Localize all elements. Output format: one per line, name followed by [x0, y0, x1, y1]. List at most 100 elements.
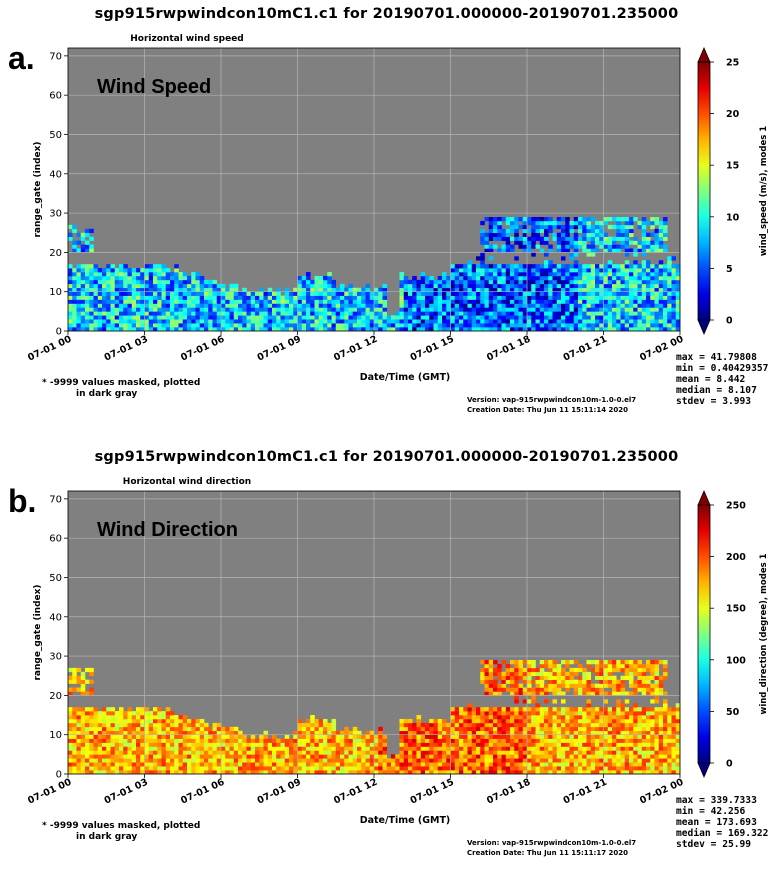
- heatmap-cell: [633, 241, 638, 245]
- heatmap-cell: [429, 300, 434, 304]
- heatmap-cell: [544, 233, 549, 237]
- heatmap-cell: [170, 292, 175, 296]
- heatmap-cell: [565, 707, 570, 711]
- heatmap-cell: [638, 715, 643, 719]
- heatmap-cell: [493, 688, 498, 692]
- heatmap-cell: [519, 684, 524, 688]
- heatmap-cell: [625, 292, 630, 296]
- heatmap-cell: [455, 280, 460, 284]
- heatmap-cell: [404, 292, 409, 296]
- heatmap-cell: [332, 766, 337, 770]
- heatmap-cell: [306, 719, 311, 723]
- heatmap-cell: [587, 680, 592, 684]
- heatmap-cell: [655, 217, 660, 221]
- heatmap-cell: [646, 762, 651, 766]
- heatmap-cell: [604, 315, 609, 319]
- heatmap-cell: [591, 241, 596, 245]
- heatmap-cell: [366, 323, 371, 327]
- heatmap-cell: [519, 319, 524, 323]
- heatmap-cell: [268, 766, 273, 770]
- heatmap-cell: [115, 746, 120, 750]
- heatmap-cell: [157, 743, 162, 747]
- heatmap-cell: [591, 750, 596, 754]
- heatmap-cell: [306, 727, 311, 731]
- heatmap-cell: [514, 743, 519, 747]
- heatmap-cell: [204, 307, 209, 311]
- heatmap-cell: [544, 676, 549, 680]
- heatmap-cell: [285, 758, 290, 762]
- heatmap-cell: [251, 762, 256, 766]
- heatmap-cell: [302, 766, 307, 770]
- heatmap-cell: [102, 276, 107, 280]
- heatmap-cell: [608, 735, 613, 739]
- heatmap-cell: [633, 311, 638, 315]
- heatmap-cell: [166, 292, 171, 296]
- heatmap-cell: [72, 323, 77, 327]
- heatmap-cell: [557, 758, 562, 762]
- heatmap-cell: [174, 311, 179, 315]
- heatmap-cell: [625, 221, 630, 225]
- heatmap-cell: [672, 296, 677, 300]
- heatmap-cell: [94, 296, 99, 300]
- heatmap-cell: [540, 300, 545, 304]
- heatmap-cell: [179, 292, 184, 296]
- heatmap-cell: [204, 750, 209, 754]
- heatmap-cell: [502, 217, 507, 221]
- heatmap-cell: [493, 217, 498, 221]
- heatmap-cell: [548, 229, 553, 233]
- heatmap-cell: [646, 735, 651, 739]
- heatmap-cell: [153, 284, 158, 288]
- heatmap-cell: [298, 739, 303, 743]
- heatmap-cell: [672, 303, 677, 307]
- heatmap-cell: [485, 292, 490, 296]
- heatmap-cell: [174, 727, 179, 731]
- heatmap-cell: [625, 315, 630, 319]
- y-tick-label: 20: [49, 248, 62, 259]
- heatmap-cell: [502, 672, 507, 676]
- heatmap-cell: [174, 315, 179, 319]
- heatmap-cell: [208, 758, 213, 762]
- heatmap-cell: [650, 758, 655, 762]
- heatmap-cell: [85, 245, 90, 249]
- heatmap-cell: [608, 750, 613, 754]
- heatmap-cell: [472, 750, 477, 754]
- heatmap-cell: [514, 241, 519, 245]
- heatmap-cell: [421, 735, 426, 739]
- heatmap-cell: [183, 280, 188, 284]
- heatmap-cell: [519, 276, 524, 280]
- heatmap-cell: [332, 307, 337, 311]
- heatmap-cell: [132, 292, 137, 296]
- heatmap-cell: [438, 762, 443, 766]
- heatmap-cell: [68, 707, 73, 711]
- heatmap-cell: [485, 676, 490, 680]
- heatmap-cell: [655, 311, 660, 315]
- heatmap-cell: [519, 715, 524, 719]
- heatmap-cell: [574, 268, 579, 272]
- heatmap-cell: [578, 268, 583, 272]
- heatmap-cell: [663, 311, 668, 315]
- heatmap-cell: [531, 762, 536, 766]
- heatmap-cell: [578, 711, 583, 715]
- heatmap-cell: [429, 723, 434, 727]
- heatmap-cell: [642, 217, 647, 221]
- heatmap-cell: [238, 300, 243, 304]
- heatmap-cell: [438, 300, 443, 304]
- heatmap-cell: [536, 684, 541, 688]
- heatmap-cell: [502, 688, 507, 692]
- heatmap-cell: [370, 315, 375, 319]
- heatmap-cell: [497, 766, 502, 770]
- heatmap-cell: [510, 319, 515, 323]
- heatmap-cell: [633, 735, 638, 739]
- heatmap-cell: [587, 292, 592, 296]
- heatmap-cell: [557, 225, 562, 229]
- heatmap-cell: [621, 307, 626, 311]
- heatmap-cell: [417, 750, 422, 754]
- heatmap-cell: [404, 762, 409, 766]
- heatmap-cell: [540, 762, 545, 766]
- heatmap-cell: [383, 311, 388, 315]
- heatmap-cell: [510, 766, 515, 770]
- heatmap-cell: [68, 272, 73, 276]
- heatmap-cell: [480, 707, 485, 711]
- heatmap-cell: [578, 225, 583, 229]
- heatmap-cell: [553, 739, 558, 743]
